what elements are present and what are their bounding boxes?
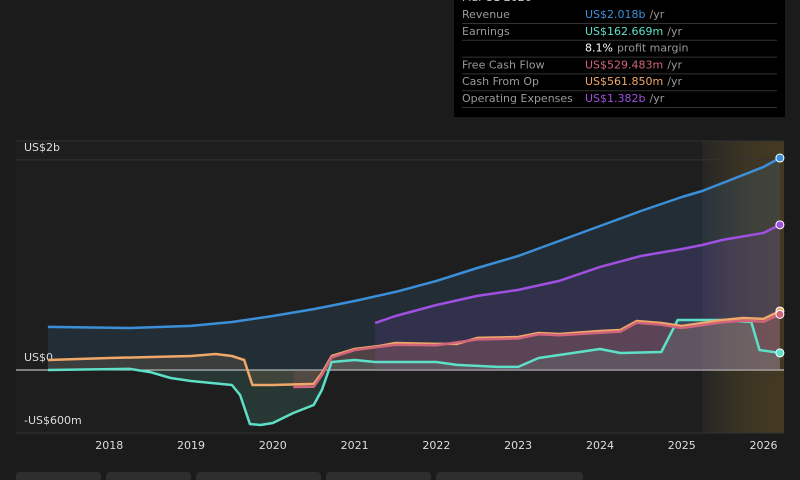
unit: /yr xyxy=(650,8,665,21)
value: US$162.669m xyxy=(585,25,663,38)
series-line xyxy=(47,309,781,387)
y-tick-label: US$2b xyxy=(24,141,60,154)
series-area xyxy=(47,158,780,370)
x-tick-label: 2018 xyxy=(95,439,123,452)
value: US$1.382b xyxy=(585,92,646,105)
series-area xyxy=(375,224,780,370)
value: US$2.018b xyxy=(585,8,646,21)
tooltip-value: US$1.382b/yr xyxy=(585,92,665,105)
tooltip-label: Cash From Op xyxy=(462,75,539,88)
tooltip-label: Revenue xyxy=(462,8,510,21)
bottom-buttons xyxy=(16,472,583,480)
x-tick-label: 2021 xyxy=(341,439,369,452)
tooltip-value: US$162.669m/yr xyxy=(585,25,682,38)
series-area xyxy=(47,320,780,425)
x-tick-label: 2020 xyxy=(259,439,287,452)
unit: /yr xyxy=(650,92,665,105)
value: 8.1% xyxy=(585,42,613,55)
end-dot xyxy=(775,348,785,358)
x-tick-label: 2019 xyxy=(177,439,205,452)
button[interactable] xyxy=(326,472,431,480)
tooltip-label: Free Cash Flow xyxy=(462,58,545,71)
y-tick-label: US$0 xyxy=(24,351,53,364)
unit: profit margin xyxy=(617,42,689,55)
forecast-region xyxy=(702,141,784,433)
tooltip-label: Earnings xyxy=(462,25,510,38)
tooltip-value: 8.1% profit margin xyxy=(585,42,689,55)
tooltip-box xyxy=(454,0,785,117)
x-tick-label: 2023 xyxy=(504,439,532,452)
tooltip-value: US$2.018b/yr xyxy=(585,8,665,21)
tooltip-value: US$561.850m/yr xyxy=(585,75,682,88)
button[interactable] xyxy=(436,472,583,480)
x-tick-label: 2025 xyxy=(668,439,696,452)
unit: /yr xyxy=(667,58,682,71)
button[interactable] xyxy=(16,472,101,480)
x-tick-label: 2024 xyxy=(586,439,614,452)
button[interactable] xyxy=(196,472,321,480)
plot-area xyxy=(16,141,784,433)
tooltip-value: US$529.483m/yr xyxy=(585,58,682,71)
series-line xyxy=(47,318,781,427)
unit: /yr xyxy=(667,25,682,38)
tooltip: Mar 31 2026 Revenue US$2.018b/yr Earnings US… xyxy=(454,0,785,117)
series-line xyxy=(374,223,781,325)
button[interactable] xyxy=(106,472,191,480)
tooltip-date: Mar 31 2026 xyxy=(462,0,532,4)
value: US$529.483m xyxy=(585,58,663,71)
end-dot xyxy=(775,309,785,319)
x-tick-label: 2022 xyxy=(422,439,450,452)
end-dot xyxy=(775,220,785,230)
x-tick-label: 2026 xyxy=(750,439,778,452)
series-line xyxy=(47,156,781,330)
end-dot xyxy=(775,153,785,163)
series-area xyxy=(293,314,780,387)
y-tick-label: -US$600m xyxy=(24,414,82,427)
series-area xyxy=(47,311,780,385)
series-line xyxy=(293,313,781,389)
tooltip-label: Operating Expenses xyxy=(462,92,573,105)
unit: /yr xyxy=(667,75,682,88)
value: US$561.850m xyxy=(585,75,663,88)
